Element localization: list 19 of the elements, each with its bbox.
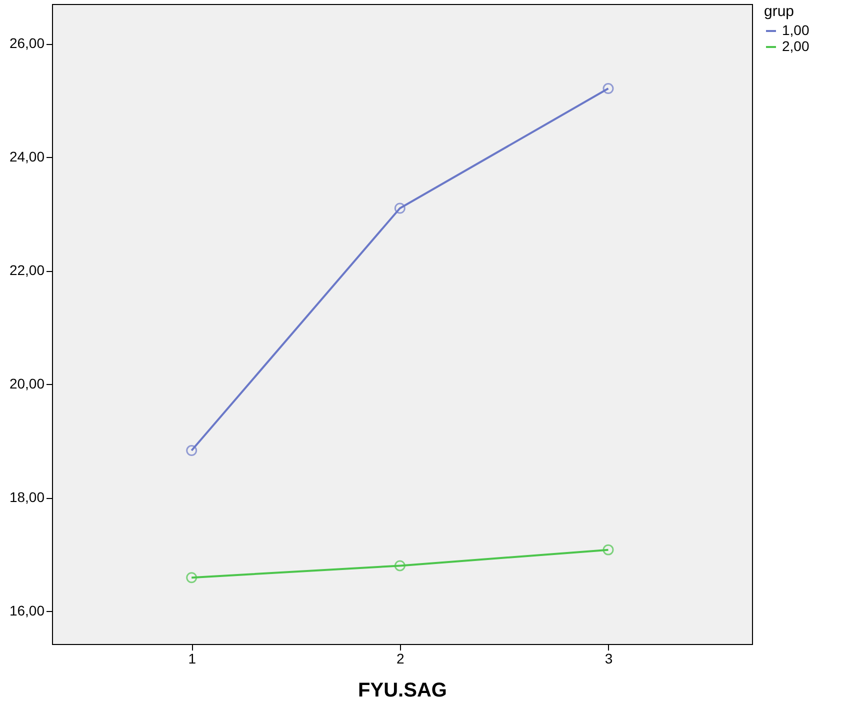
point [394,202,406,214]
legend-title: grup [764,3,794,20]
x-tick-label: 3 [604,650,613,666]
point [602,544,614,556]
legend-label: 1,00 [782,22,810,38]
x-tick-label: 1 [188,650,196,666]
legend-label: 2,00 [782,38,810,54]
x-tick-label: 2 [396,650,405,666]
y-tick-label: 16,00 [9,602,45,619]
y-tick-label: 22,00 [9,262,45,278]
y-tick-label: 20,00 [9,376,45,392]
point [394,560,406,572]
point [186,572,198,584]
point [186,445,198,456]
y-tick-label: 18,00 [9,489,45,506]
x-axis-title: FYU.SAG [358,680,447,702]
point [602,83,614,94]
y-tick-label: 24,00 [9,148,45,165]
y-tick-label: 26,00 [9,35,45,52]
